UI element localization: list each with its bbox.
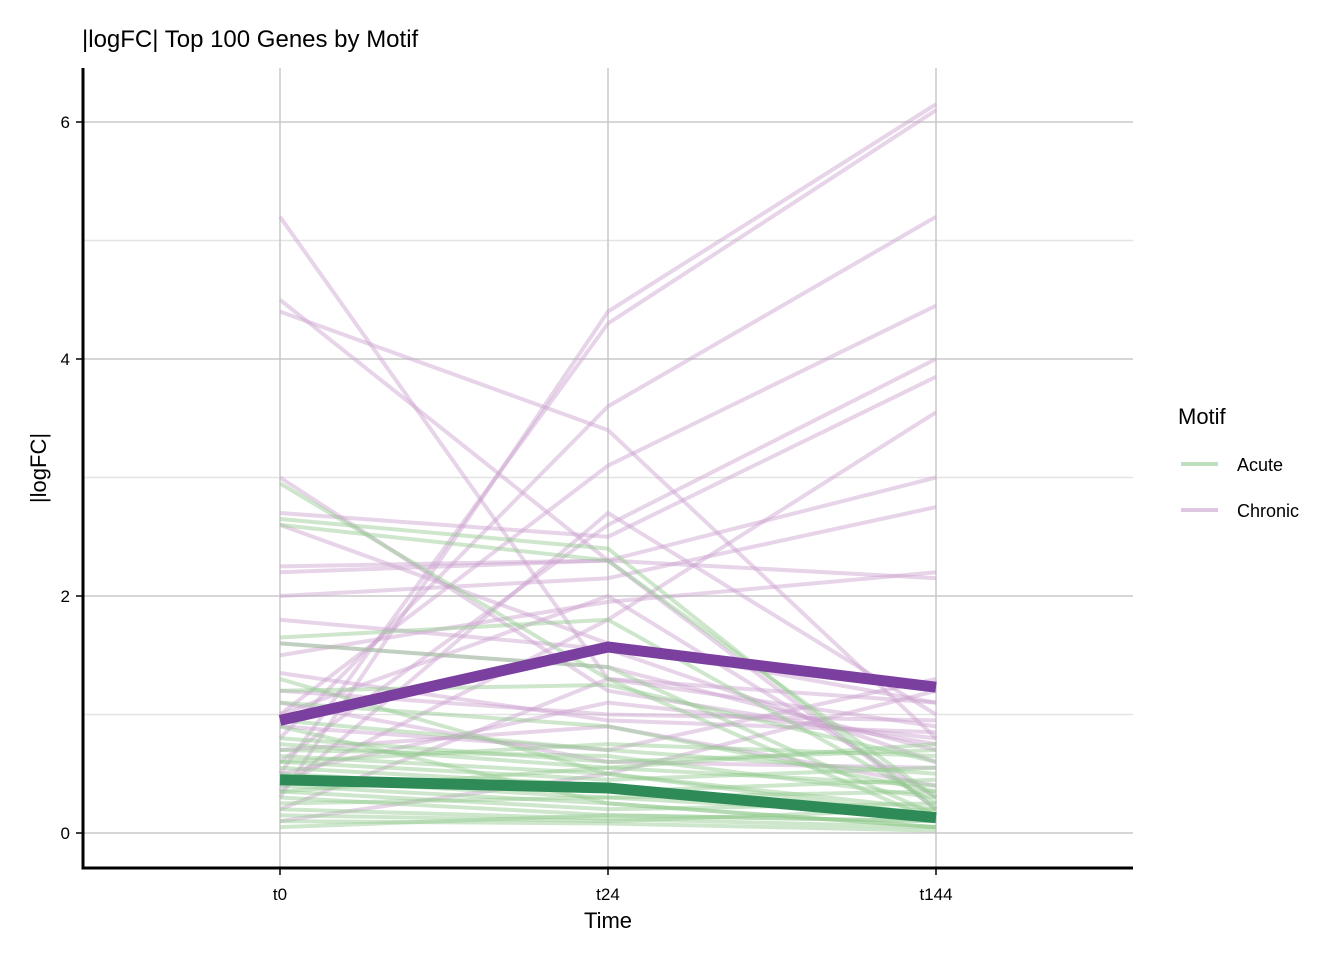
mean-lines (278, 641, 937, 824)
legend-label-chronic: Chronic (1237, 501, 1299, 521)
acute-gene-line (278, 481, 937, 823)
acute-gene-line (279, 718, 937, 776)
chronic-gene-line (279, 594, 938, 800)
acute-gene-line (279, 724, 937, 830)
chronic-gene-line (278, 298, 938, 811)
acute-gene-line (279, 677, 937, 818)
chart-title: |logFC| Top 100 Genes by Motif (82, 26, 419, 53)
chronic-gene-line (279, 677, 937, 752)
y-axis-title: |logFC| (26, 433, 51, 503)
chronic-gene-line (279, 671, 937, 735)
acute-gene-line (279, 641, 937, 818)
y-tick-label: 2 (61, 587, 70, 606)
chronic-gene-line (279, 641, 937, 752)
acute-gene-line (279, 754, 937, 812)
gridlines (83, 68, 1133, 868)
chronic-gene-line (279, 558, 937, 581)
acute-gene-line (279, 748, 937, 800)
acute-gene-line (279, 807, 937, 830)
chronic-mean-line (278, 641, 937, 726)
chronic-gene-line (279, 570, 937, 658)
x-tick-label: t144 (919, 885, 952, 904)
chronic-gene-line (278, 303, 937, 717)
chronic-gene-line (278, 475, 937, 747)
legend-label-acute: Acute (1237, 455, 1283, 475)
chronic-gene-line (279, 724, 937, 788)
tick-labels: 0 2 4 6 t0 t24 t144 (61, 113, 953, 904)
x-axis-title: Time (584, 908, 632, 933)
chronic-gene-line (279, 475, 937, 575)
x-tick-label: t24 (596, 885, 620, 904)
acute-gene-line (279, 700, 937, 794)
acute-gene-line (279, 617, 937, 806)
chronic-gene-line (278, 215, 938, 740)
chronic-gene-line (278, 102, 938, 799)
acute-mean-line (279, 774, 937, 824)
acute-gene-line (279, 795, 937, 824)
chronic-gene-line (279, 410, 938, 788)
chronic-gene-line (278, 357, 937, 764)
acute-gene-line (279, 682, 937, 764)
chronic-gene-line (279, 677, 937, 812)
legend: Motif Acute Chronic (1178, 404, 1299, 521)
acute-gene-line (279, 522, 938, 800)
chronic-gene-line (279, 688, 937, 824)
acute-gene-line (279, 742, 937, 764)
y-tick-label: 4 (61, 350, 70, 369)
chronic-gene-line (279, 309, 938, 740)
acute-gene-line (279, 759, 937, 782)
chronic-gene-line (279, 700, 937, 776)
chronic-gene-line (279, 505, 937, 598)
acute-gene-line (279, 819, 937, 833)
acute-gene-line (279, 789, 937, 806)
acute-gene-line (279, 517, 938, 811)
acute-gene-line (279, 736, 937, 764)
x-tick-label: t0 (273, 885, 287, 904)
chronic-gene-line (279, 375, 937, 539)
y-tick-label: 6 (61, 113, 70, 132)
legend-title: Motif (1178, 404, 1227, 429)
acute-gene-line (279, 742, 937, 788)
acute-gene-line (279, 783, 937, 830)
axes (76, 68, 1133, 875)
chronic-gene-line (278, 215, 937, 729)
chronic-gene-line (279, 700, 937, 770)
acute-gene-line (279, 813, 937, 830)
y-tick-label: 0 (61, 824, 70, 843)
chronic-gene-line (278, 108, 938, 775)
